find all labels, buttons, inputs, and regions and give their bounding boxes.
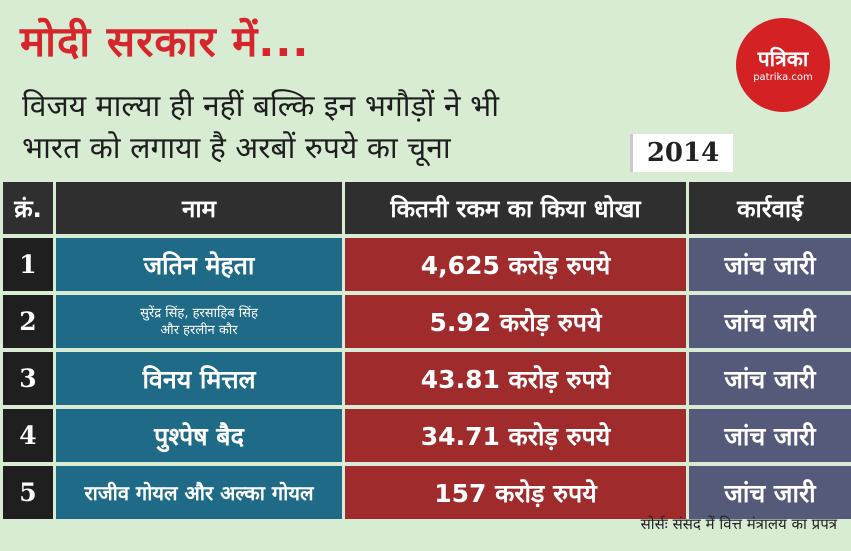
name-cell: पुश्पेष बैद (56, 409, 342, 462)
action-cell: जांच जारी (689, 466, 851, 519)
year-badge: 2014 (630, 134, 733, 172)
amount-cell: 157 करोड़ रुपये (345, 466, 686, 519)
action-cell: जांच जारी (689, 409, 851, 462)
serial-cell: 1 (3, 238, 53, 291)
serial-cell: 4 (3, 409, 53, 462)
table-row: 2 सुरेंद्र सिंह, हरसाहिब सिंह और हरलीन क… (3, 295, 851, 348)
action-cell: जांच जारी (689, 295, 851, 348)
page-title: मोदी सरकार में... (20, 17, 310, 66)
action-cell: जांच जारी (689, 238, 851, 291)
header-action: कार्रवाई (689, 182, 851, 234)
amount-cell: 4,625 करोड़ रुपये (345, 238, 686, 291)
serial-cell: 2 (3, 295, 53, 348)
name-cell: विनय मित्तल (56, 352, 342, 405)
amount-cell: 34.71 करोड़ रुपये (345, 409, 686, 462)
action-cell: जांच जारी (689, 352, 851, 405)
header-serial: क्रं. (3, 182, 53, 234)
logo-sub-text: patrika.com (753, 71, 813, 83)
table-header-row: क्रं. नाम कितनी रकम का किया धोखा कार्रवा… (3, 182, 851, 234)
amount-cell: 43.81 करोड़ रुपये (345, 352, 686, 405)
name-cell: राजीव गोयल और अल्का गोयल (56, 466, 342, 519)
header-amount: कितनी रकम का किया धोखा (345, 182, 686, 234)
table-row: 1 जतिन मेहता 4,625 करोड़ रुपये जांच जारी (3, 238, 851, 291)
serial-cell: 3 (3, 352, 53, 405)
fugitives-table: क्रं. नाम कितनी रकम का किया धोखा कार्रवा… (0, 178, 851, 523)
page-subtitle: विजय माल्या ही नहीं बल्कि इन भगौड़ों ने … (22, 86, 662, 170)
logo-main-text: पत्रिका (757, 46, 809, 71)
name-cell: जतिन मेहता (56, 238, 342, 291)
name-line-1: सुरेंद्र सिंह, हरसाहिब सिंह (140, 305, 258, 321)
source-note: सोर्सः संसद में वित्त मंत्रालय का प्रपत्… (640, 515, 837, 533)
amount-cell: 5.92 करोड़ रुपये (345, 295, 686, 348)
table-row: 4 पुश्पेष बैद 34.71 करोड़ रुपये जांच जार… (3, 409, 851, 462)
subtitle-line-1: विजय माल्या ही नहीं बल्कि इन भगौड़ों ने … (22, 89, 499, 124)
table-row: 3 विनय मित्तल 43.81 करोड़ रुपये जांच जार… (3, 352, 851, 405)
table-row: 5 राजीव गोयल और अल्का गोयल 157 करोड़ रुप… (3, 466, 851, 519)
name-line-2: और हरलीन कौर (160, 322, 238, 338)
header-name: नाम (56, 182, 342, 234)
patrika-logo: पत्रिका patrika.com (736, 18, 830, 112)
name-cell: सुरेंद्र सिंह, हरसाहिब सिंह और हरलीन कौर (56, 295, 342, 348)
serial-cell: 5 (3, 466, 53, 519)
subtitle-line-2: भारत को लगाया है अरबों रुपये का चूना (22, 131, 451, 166)
